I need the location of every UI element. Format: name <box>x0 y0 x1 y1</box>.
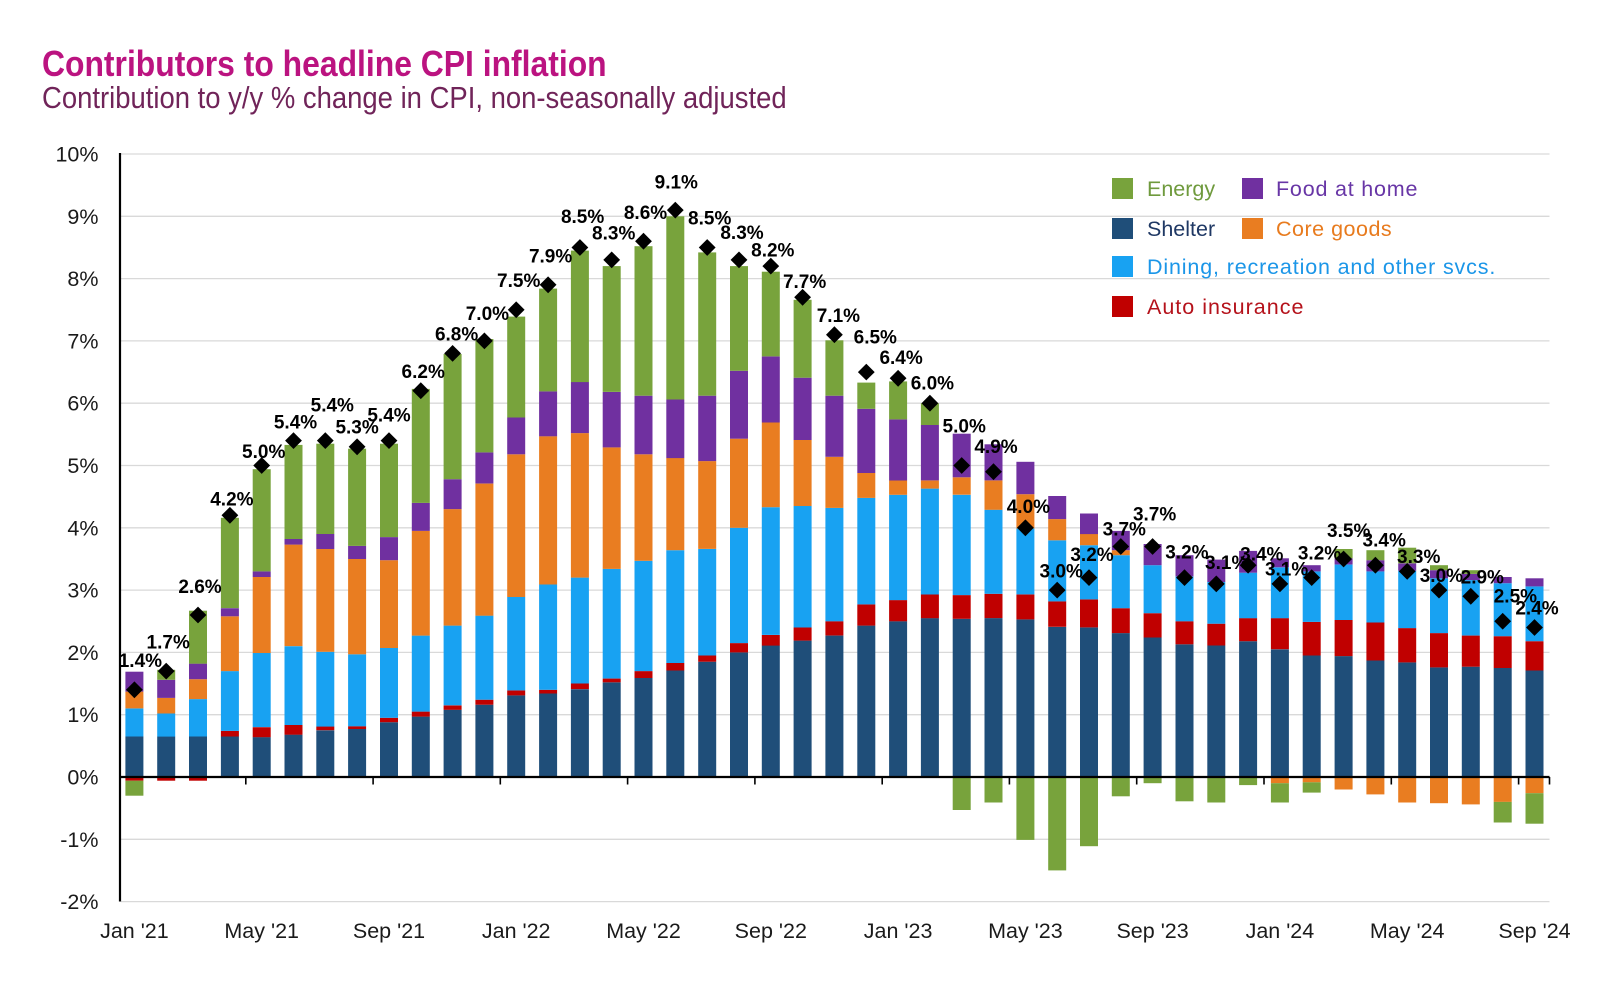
svg-text:3.4%: 3.4% <box>1363 531 1406 552</box>
svg-text:Sep '21: Sep '21 <box>353 919 425 943</box>
svg-text:6.0%: 6.0% <box>911 374 954 395</box>
svg-text:Sep '22: Sep '22 <box>735 919 807 943</box>
svg-text:1.4%: 1.4% <box>119 651 162 672</box>
svg-text:8%: 8% <box>67 267 98 291</box>
svg-text:Dining, recreation and other s: Dining, recreation and other svcs. <box>1147 255 1496 279</box>
svg-text:3.2%: 3.2% <box>1165 542 1208 563</box>
svg-text:-2%: -2% <box>60 890 98 914</box>
svg-text:3.7%: 3.7% <box>1103 520 1146 541</box>
svg-text:10%: 10% <box>55 143 98 167</box>
svg-text:6.5%: 6.5% <box>854 328 897 349</box>
svg-text:Auto insurance: Auto insurance <box>1147 295 1304 319</box>
svg-text:May '21: May '21 <box>224 919 299 943</box>
svg-text:3.3%: 3.3% <box>1397 547 1440 568</box>
svg-text:3.5%: 3.5% <box>1327 521 1370 542</box>
svg-text:5.4%: 5.4% <box>274 412 317 433</box>
svg-text:7.5%: 7.5% <box>497 271 540 292</box>
svg-text:2.9%: 2.9% <box>1461 568 1504 589</box>
svg-text:8.3%: 8.3% <box>592 223 635 244</box>
svg-text:8.3%: 8.3% <box>720 223 763 244</box>
svg-text:Sep '24: Sep '24 <box>1498 919 1570 943</box>
svg-text:6.4%: 6.4% <box>879 348 922 369</box>
svg-text:0%: 0% <box>67 766 98 790</box>
svg-text:5.0%: 5.0% <box>943 417 986 438</box>
svg-text:6%: 6% <box>67 392 98 416</box>
svg-text:-1%: -1% <box>60 828 98 852</box>
svg-text:2.6%: 2.6% <box>178 577 221 598</box>
svg-text:7%: 7% <box>67 329 98 353</box>
svg-text:1%: 1% <box>67 703 98 727</box>
svg-text:8.6%: 8.6% <box>624 203 667 224</box>
svg-text:4%: 4% <box>67 516 98 540</box>
svg-text:3.4%: 3.4% <box>1240 545 1283 566</box>
svg-text:May '23: May '23 <box>988 919 1063 943</box>
svg-text:7.1%: 7.1% <box>817 306 860 327</box>
svg-text:2.5%: 2.5% <box>1494 587 1537 608</box>
svg-text:May '22: May '22 <box>606 919 681 943</box>
svg-text:3.0%: 3.0% <box>1040 562 1083 583</box>
svg-text:5%: 5% <box>67 454 98 478</box>
svg-text:Food at home: Food at home <box>1276 177 1418 201</box>
svg-text:3.0%: 3.0% <box>1420 566 1463 587</box>
svg-text:7.9%: 7.9% <box>529 246 572 267</box>
svg-text:2.4%: 2.4% <box>1515 599 1558 620</box>
svg-text:9.1%: 9.1% <box>655 173 698 194</box>
svg-text:2%: 2% <box>67 641 98 665</box>
svg-text:3.7%: 3.7% <box>1133 504 1176 525</box>
svg-text:8.2%: 8.2% <box>751 241 794 262</box>
svg-text:7.0%: 7.0% <box>466 304 509 325</box>
svg-text:6.2%: 6.2% <box>402 362 445 383</box>
svg-text:4.2%: 4.2% <box>210 489 253 510</box>
svg-text:5.4%: 5.4% <box>367 405 410 426</box>
svg-text:4.0%: 4.0% <box>1007 497 1050 518</box>
svg-text:3%: 3% <box>67 579 98 603</box>
svg-text:Shelter: Shelter <box>1147 217 1215 241</box>
svg-text:7.7%: 7.7% <box>783 272 826 293</box>
svg-text:5.0%: 5.0% <box>242 442 285 463</box>
svg-text:Core goods: Core goods <box>1276 217 1392 241</box>
svg-text:Jan '21: Jan '21 <box>100 919 169 943</box>
svg-text:8.5%: 8.5% <box>688 209 731 230</box>
svg-text:1.7%: 1.7% <box>147 633 190 654</box>
svg-text:3.2%: 3.2% <box>1298 544 1341 565</box>
svg-text:5.3%: 5.3% <box>335 417 378 438</box>
svg-text:9%: 9% <box>67 205 98 229</box>
svg-text:May '24: May '24 <box>1370 919 1445 943</box>
svg-text:Jan '23: Jan '23 <box>864 919 933 943</box>
svg-text:Energy: Energy <box>1147 177 1215 201</box>
svg-text:5.4%: 5.4% <box>311 395 354 416</box>
svg-text:3.2%: 3.2% <box>1070 545 1113 566</box>
svg-text:6.8%: 6.8% <box>435 325 478 346</box>
svg-text:4.9%: 4.9% <box>974 437 1017 458</box>
svg-text:Jan '22: Jan '22 <box>482 919 551 943</box>
svg-text:Jan '24: Jan '24 <box>1246 919 1315 943</box>
svg-text:3.1%: 3.1% <box>1265 560 1308 581</box>
svg-text:3.1%: 3.1% <box>1205 553 1248 574</box>
svg-text:Sep '23: Sep '23 <box>1116 919 1188 943</box>
svg-text:8.5%: 8.5% <box>561 207 604 228</box>
